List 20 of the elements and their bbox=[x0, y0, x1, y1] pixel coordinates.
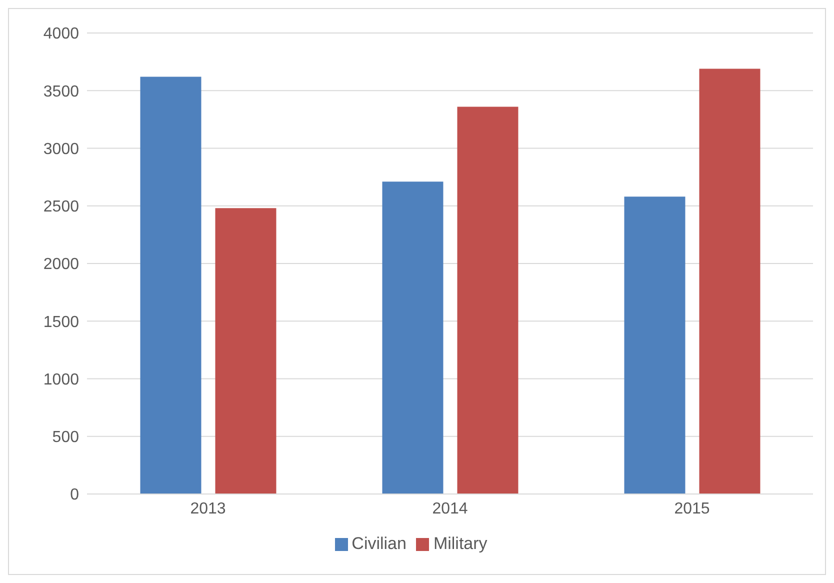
x-tick-label: 2014 bbox=[432, 500, 468, 518]
x-tick-label: 2013 bbox=[190, 500, 226, 518]
y-tick-label: 1000 bbox=[43, 371, 80, 388]
bar bbox=[140, 76, 202, 494]
y-tick-label: 3000 bbox=[43, 140, 80, 158]
y-tick-label: 3500 bbox=[43, 83, 80, 100]
bar bbox=[457, 106, 518, 494]
y-tick-label: 2500 bbox=[43, 198, 80, 216]
y-tick-label: 0 bbox=[70, 486, 80, 504]
bar bbox=[382, 182, 444, 494]
y-tick-label: 500 bbox=[52, 429, 80, 446]
bar bbox=[699, 68, 760, 494]
y-tick-label: 2000 bbox=[43, 256, 80, 274]
bar bbox=[624, 196, 686, 494]
y-tick-label: 1500 bbox=[43, 314, 80, 331]
legend-label: Military bbox=[433, 534, 488, 553]
y-tick-label: 4000 bbox=[43, 26, 80, 43]
x-tick-label: 2015 bbox=[674, 500, 710, 518]
bar bbox=[215, 208, 276, 494]
legend-label: Civilian bbox=[352, 534, 406, 553]
